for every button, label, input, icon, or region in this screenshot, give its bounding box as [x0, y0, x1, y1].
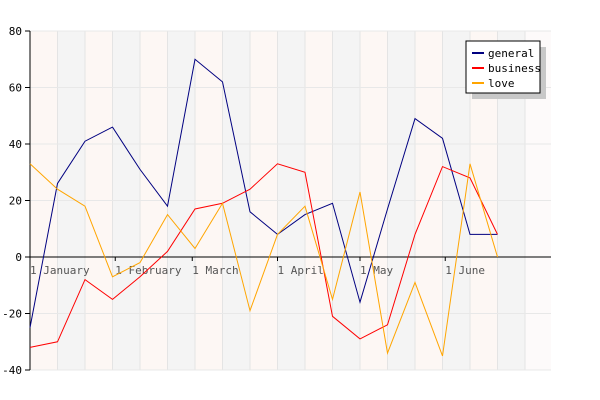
- y-tick-label: 40: [9, 138, 22, 151]
- series-line-business: [29, 163, 498, 348]
- y-tick-label: -20: [2, 308, 22, 321]
- legend-label: general: [488, 47, 534, 60]
- x-tick-label: 1 April: [278, 264, 324, 277]
- series-line-general: [29, 58, 498, 328]
- y-tick-labels: -40 -20 0 20 40 60 80: [2, 25, 22, 377]
- legend-label: business: [488, 62, 541, 75]
- legend-label: love: [488, 77, 515, 90]
- x-tick-label: 1 May: [360, 264, 393, 277]
- x-tick-labels: 1 January 1 February 1 March 1 April 1 May 1 …: [29, 257, 485, 277]
- legend: general business love: [465, 40, 546, 99]
- grid-lines: [30, 30, 551, 371]
- series-line-love: [29, 163, 498, 357]
- y-tick-label: 20: [9, 195, 22, 208]
- x-tick-label: 1 January: [30, 264, 90, 277]
- y-tick-label: -40: [2, 364, 22, 377]
- y-tick-label: 0: [15, 251, 22, 264]
- x-tick-label: 1 March: [192, 264, 238, 277]
- series-lines: [29, 58, 498, 357]
- x-tick-label: 1 June: [445, 264, 485, 277]
- y-tick-label: 80: [9, 25, 22, 38]
- y-tick-label: 60: [9, 82, 22, 95]
- axes: [25, 30, 551, 371]
